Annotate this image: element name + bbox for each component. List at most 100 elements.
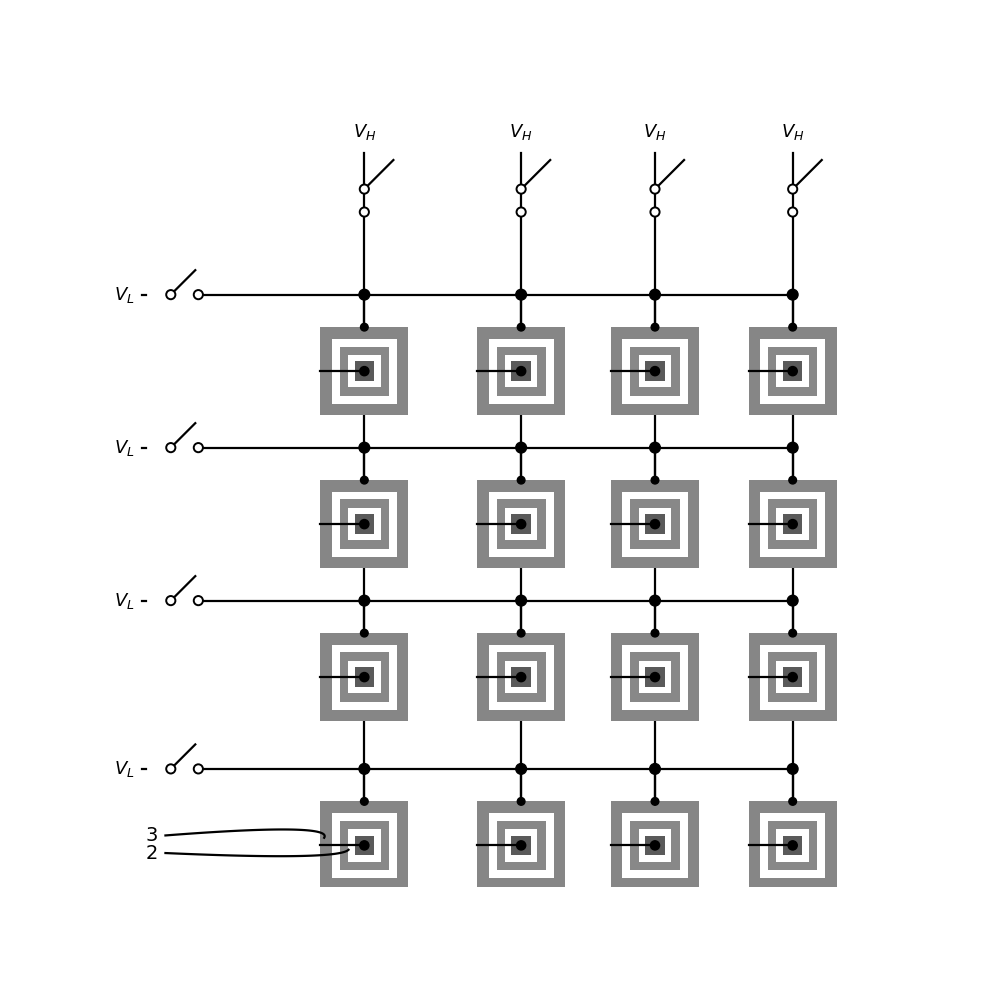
Bar [331, 492, 396, 557]
Bar [505, 661, 536, 693]
Bar [759, 339, 824, 404]
Bar [511, 361, 530, 381]
Bar [630, 652, 679, 702]
Bar [748, 801, 836, 889]
Circle shape [516, 841, 526, 850]
Circle shape [516, 442, 526, 453]
Bar [645, 667, 664, 687]
Bar [610, 327, 698, 415]
Circle shape [788, 629, 796, 637]
Bar [320, 633, 408, 721]
Bar [505, 508, 536, 540]
Bar [748, 633, 836, 721]
Circle shape [166, 290, 176, 299]
Bar [776, 829, 809, 862]
Circle shape [787, 841, 797, 850]
Circle shape [516, 673, 526, 682]
Circle shape [516, 595, 526, 606]
Circle shape [788, 476, 796, 484]
Bar [339, 499, 388, 549]
Bar [354, 361, 374, 381]
Circle shape [651, 629, 658, 637]
Circle shape [650, 207, 659, 217]
Bar [348, 508, 381, 540]
Circle shape [193, 290, 203, 299]
Bar [354, 514, 374, 534]
Bar [339, 652, 388, 702]
Bar [645, 836, 664, 855]
Circle shape [517, 323, 525, 331]
Circle shape [193, 443, 203, 452]
Bar [496, 821, 545, 870]
Bar [638, 355, 670, 387]
Circle shape [166, 764, 176, 773]
Circle shape [360, 476, 368, 484]
Bar [782, 361, 802, 381]
Bar [748, 327, 836, 415]
Circle shape [787, 595, 798, 606]
Bar [630, 347, 679, 396]
Circle shape [360, 798, 368, 805]
Bar [782, 667, 802, 687]
Circle shape [787, 289, 798, 300]
Circle shape [787, 184, 797, 194]
Text: 2: 2 [145, 844, 158, 863]
Text: $V_H$: $V_H$ [780, 122, 804, 142]
Bar [496, 347, 545, 396]
Text: $V_L$: $V_L$ [114, 285, 135, 305]
Bar [354, 836, 374, 855]
Bar [505, 355, 536, 387]
Circle shape [359, 595, 370, 606]
Bar [782, 514, 802, 534]
Bar [776, 661, 809, 693]
Circle shape [359, 442, 370, 453]
Circle shape [788, 323, 796, 331]
Bar [638, 829, 670, 862]
Bar [354, 667, 374, 687]
Circle shape [650, 841, 659, 850]
Circle shape [516, 289, 526, 300]
Bar [767, 652, 816, 702]
Bar [339, 821, 388, 870]
Bar [630, 499, 679, 549]
Circle shape [787, 207, 797, 217]
Bar [488, 492, 553, 557]
Circle shape [649, 289, 660, 300]
Bar [511, 514, 530, 534]
Circle shape [517, 629, 525, 637]
Circle shape [787, 764, 798, 774]
Bar [331, 339, 396, 404]
Bar [488, 813, 553, 878]
Bar [320, 801, 408, 889]
Bar [638, 508, 670, 540]
Circle shape [516, 184, 526, 194]
Bar [748, 480, 836, 568]
Bar [776, 508, 809, 540]
Circle shape [359, 289, 370, 300]
Bar [511, 667, 530, 687]
Bar [630, 821, 679, 870]
Circle shape [516, 207, 526, 217]
Text: $V_H$: $V_H$ [643, 122, 667, 142]
Circle shape [787, 673, 797, 682]
Bar [476, 480, 565, 568]
Text: $V_L$: $V_L$ [114, 438, 135, 458]
Bar [476, 327, 565, 415]
Bar [505, 829, 536, 862]
Circle shape [359, 764, 370, 774]
Bar [348, 355, 381, 387]
Bar [320, 327, 408, 415]
Bar [776, 355, 809, 387]
Bar [622, 813, 687, 878]
Bar [622, 645, 687, 710]
Circle shape [787, 367, 797, 376]
Circle shape [193, 764, 203, 773]
Circle shape [649, 442, 660, 453]
Circle shape [359, 841, 369, 850]
Circle shape [359, 520, 369, 529]
Bar [348, 829, 381, 862]
Circle shape [787, 520, 797, 529]
Bar [645, 361, 664, 381]
Circle shape [649, 764, 660, 774]
Bar [622, 492, 687, 557]
